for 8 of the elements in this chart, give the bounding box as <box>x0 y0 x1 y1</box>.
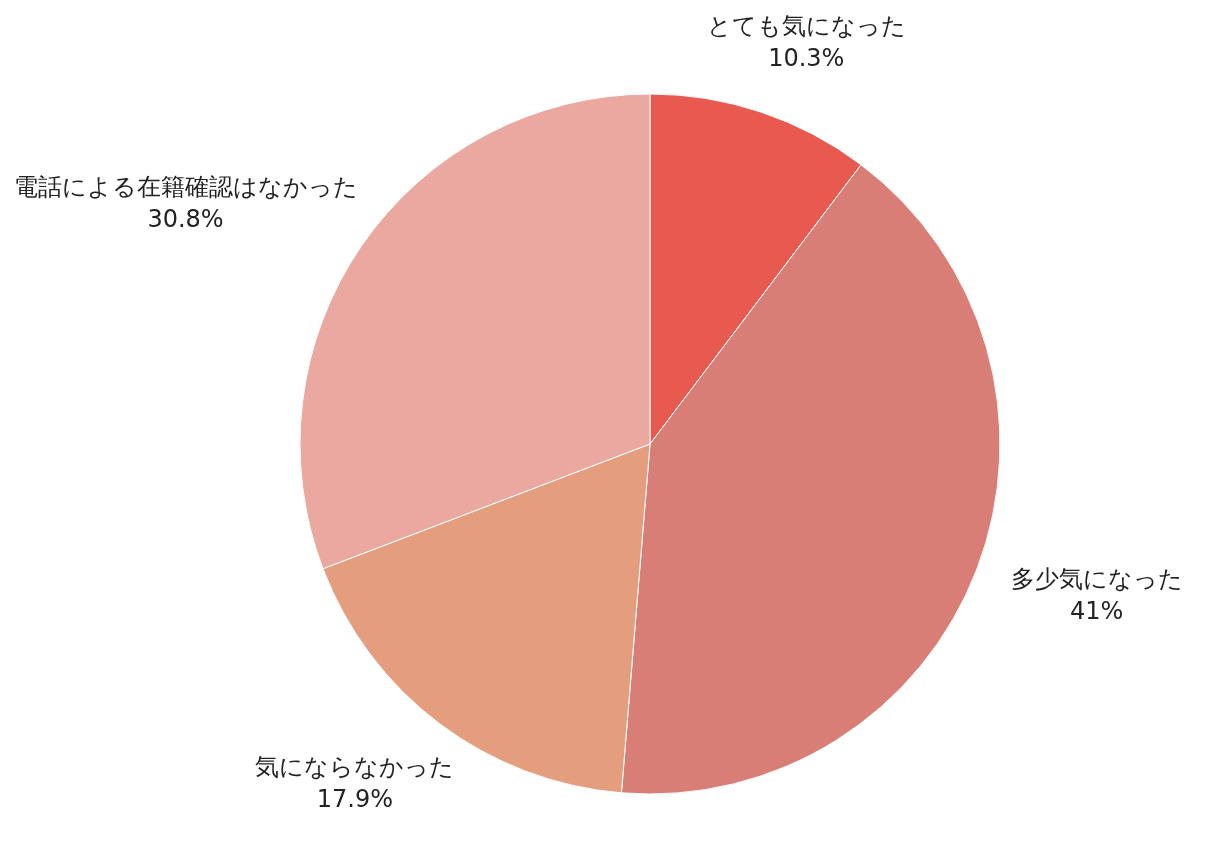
data-label: 41% <box>1069 597 1124 626</box>
slice-label: とても気になった <box>706 12 906 40</box>
data-label: 10.3% <box>768 44 845 72</box>
slice-label: 気にならなかった <box>255 753 455 782</box>
data-label: 17.9% <box>316 785 394 814</box>
slice-label: 電話による在籍確認はなかった <box>13 173 358 202</box>
slice-label: 多少気になった <box>1010 565 1183 594</box>
data-label: 30.8% <box>147 205 224 234</box>
